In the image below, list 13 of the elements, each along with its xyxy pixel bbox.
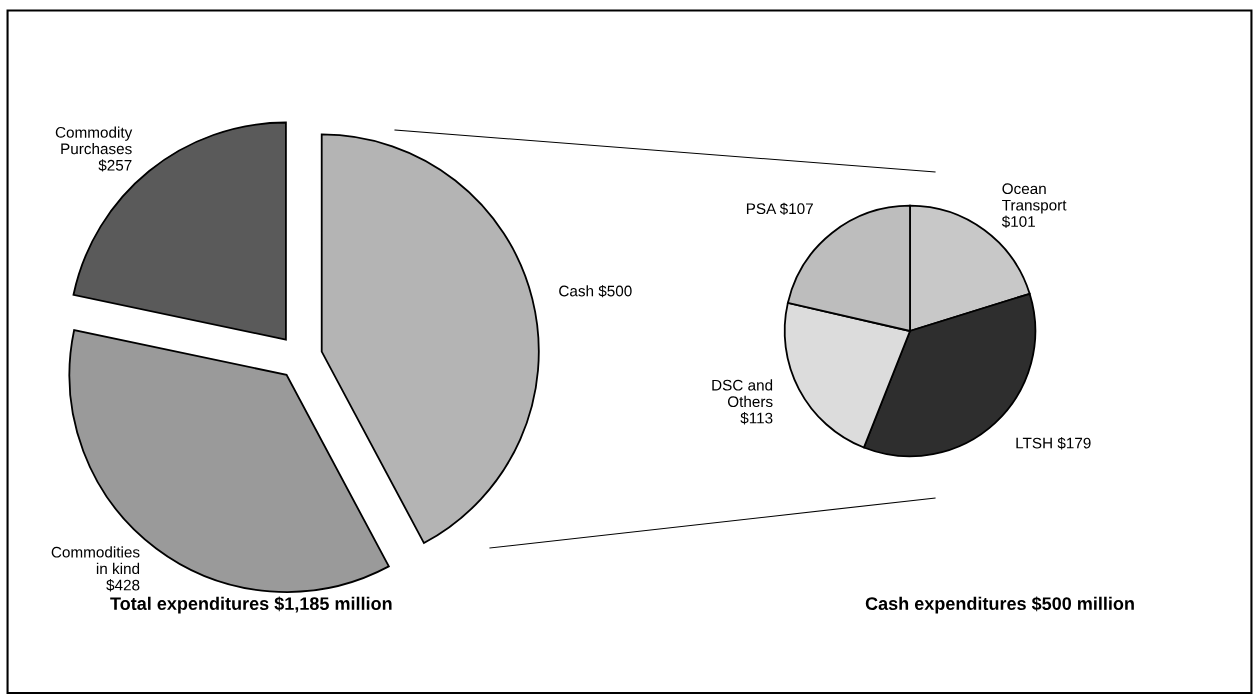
slice-label: Commodities in kind xyxy=(51,546,140,575)
slice-label: LTSH $179 xyxy=(1016,437,1091,450)
slice-label: Ocean Transport xyxy=(1002,183,1067,214)
data-label: $257 xyxy=(98,159,132,172)
data-label: $101 xyxy=(1001,215,1035,228)
data-label: $113 xyxy=(740,412,773,425)
text: Total expenditures $1,185 million xyxy=(110,596,392,614)
data-label: $428 xyxy=(106,579,140,592)
slice-label: Cash $500 xyxy=(559,284,632,298)
text: Cash expenditures $500 million xyxy=(865,596,1134,614)
slice-label: DSC and Others xyxy=(712,379,773,408)
slice-label: PSA $107 xyxy=(746,202,813,215)
slice-label: Commodity Purchases xyxy=(55,126,133,155)
